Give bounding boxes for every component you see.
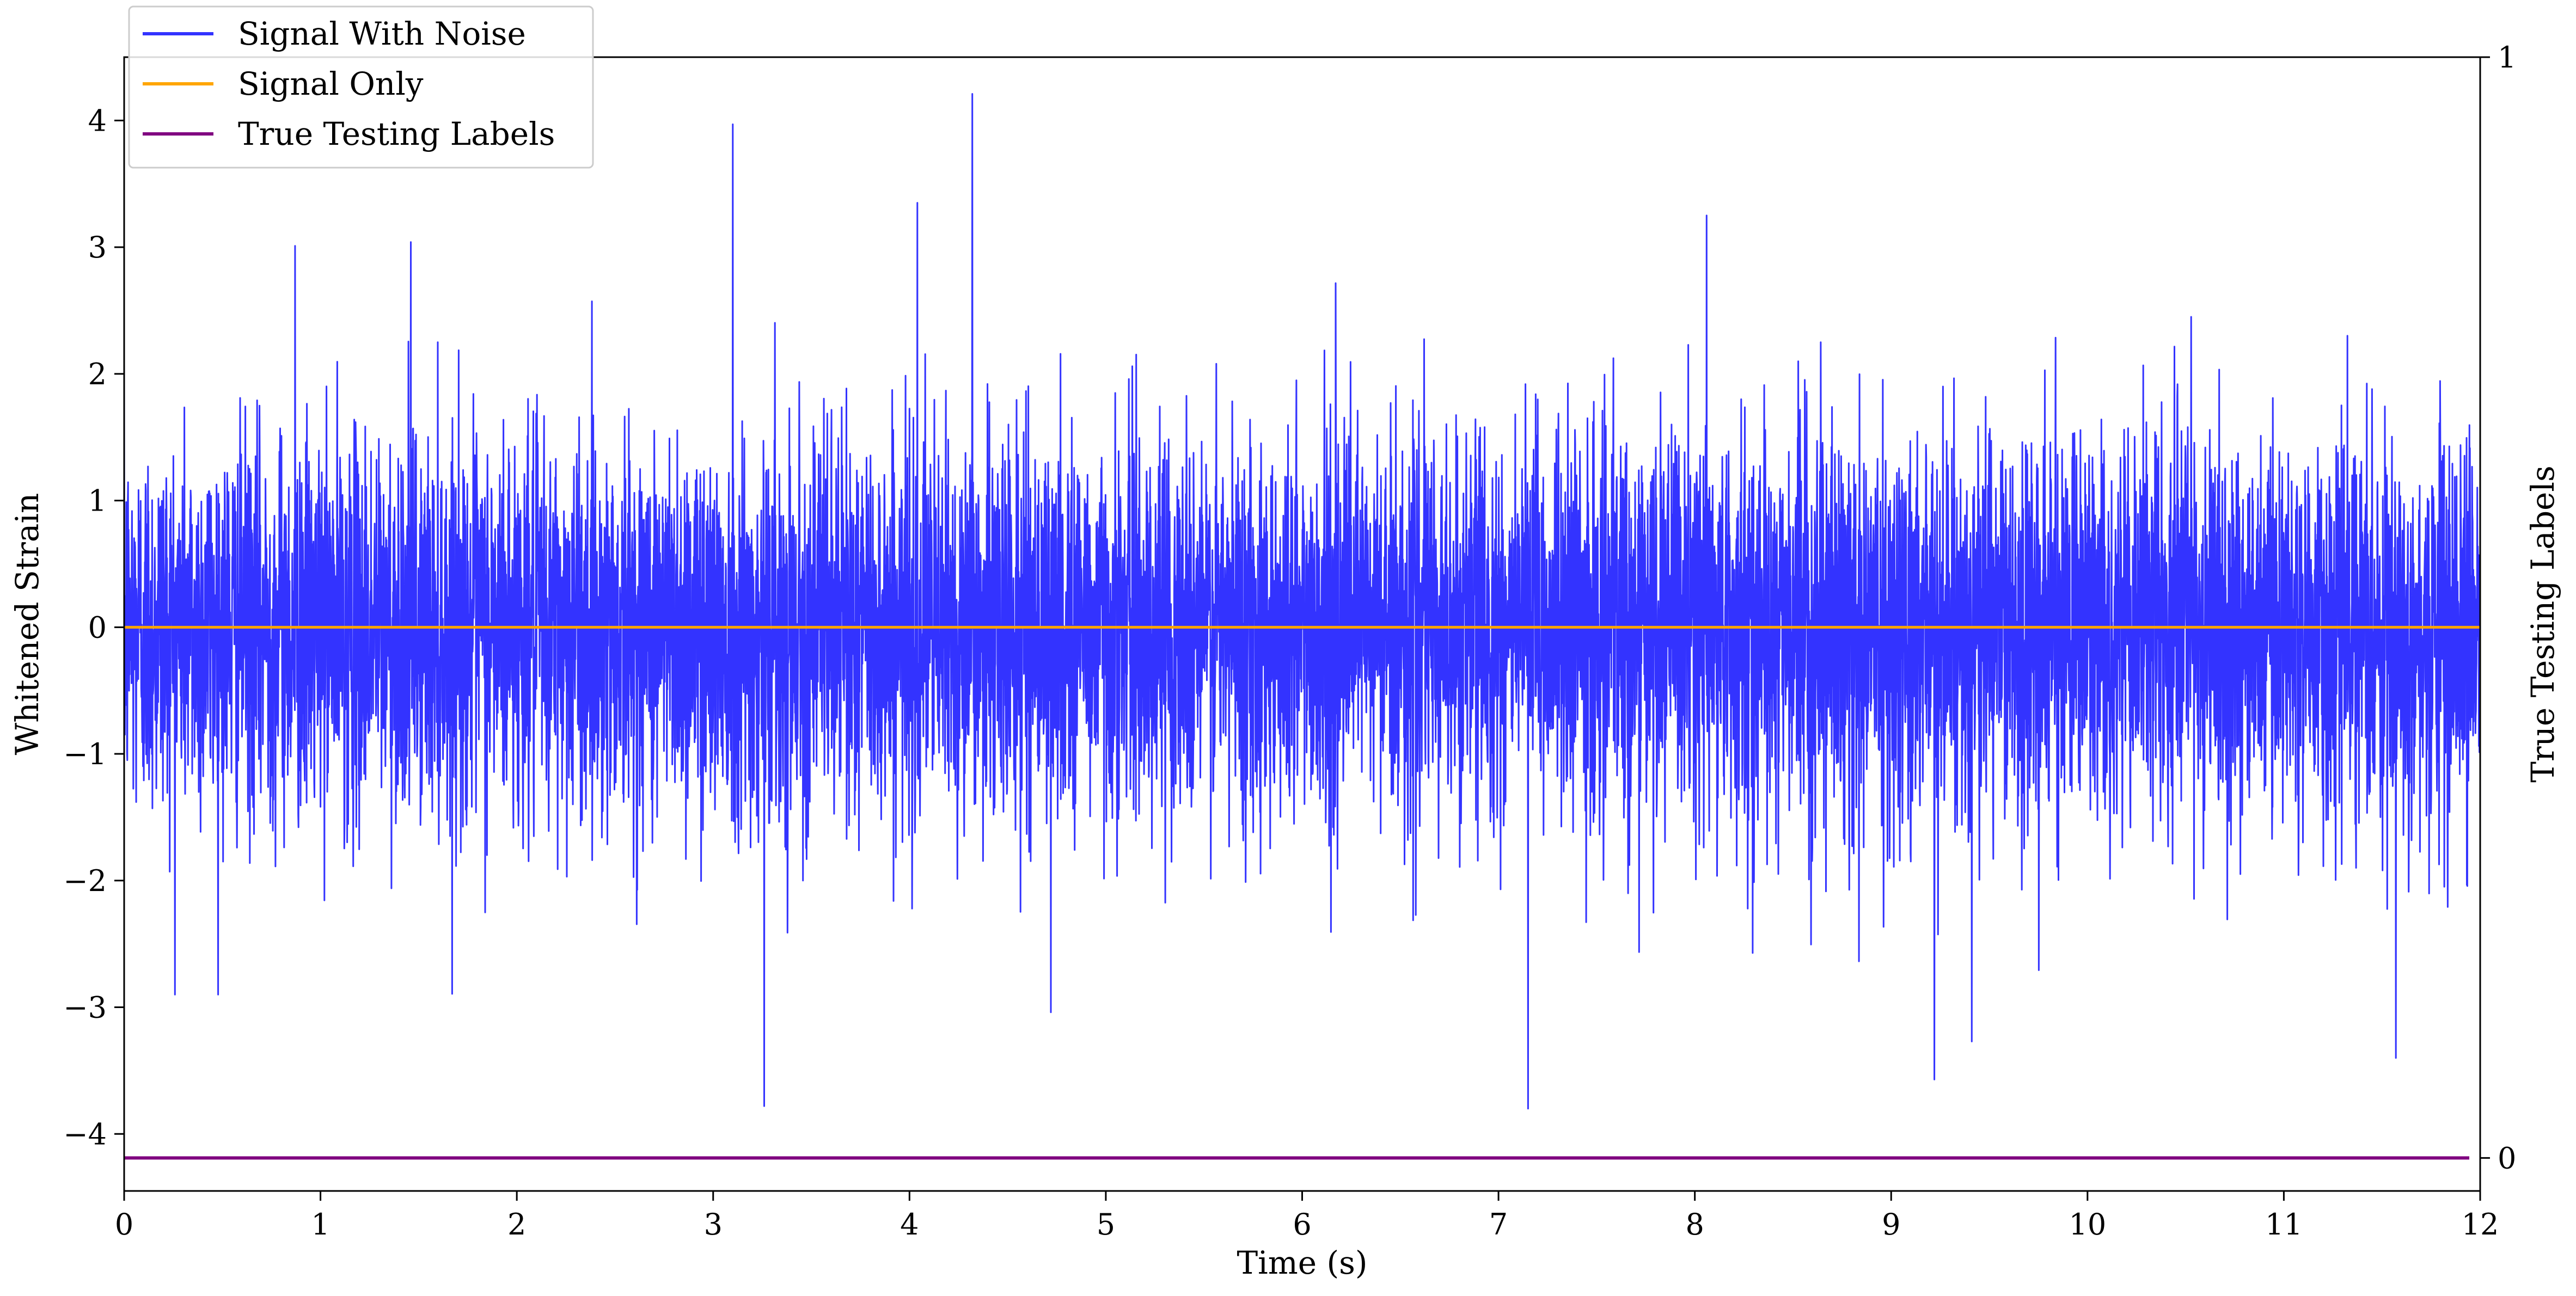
y-tick-label: 1 [88, 484, 107, 518]
x-tick-label: 9 [1882, 1207, 1900, 1242]
y-tick-label: 3 [88, 230, 107, 265]
x-tick-label: 12 [2462, 1207, 2499, 1242]
x-tick-label: 6 [1293, 1207, 1311, 1242]
x-axis-label: Time (s) [1237, 1244, 1367, 1281]
y-tick-label: −1 [63, 737, 107, 771]
legend-box [128, 5, 594, 169]
y-tick-label: 4 [88, 103, 107, 138]
legend-label: True Testing Labels [238, 115, 555, 152]
x-tick-label: 0 [115, 1207, 133, 1242]
legend-label: Signal With Noise [238, 15, 526, 52]
x-tick-label: 4 [900, 1207, 919, 1242]
y-tick-label: 2 [88, 357, 107, 391]
y-axis-right: 10 [2480, 40, 2516, 1175]
y-axis-left: 4 3 2 1 0 −1 −2 −3 −4 [63, 103, 124, 1151]
x-tick-label: 10 [2069, 1207, 2106, 1242]
y-right-tick-label: 1 [2498, 40, 2516, 75]
y-axis-right-label: True Testing Labels [2524, 465, 2561, 782]
x-tick-label: 5 [1097, 1207, 1115, 1242]
legend: Signal With Noise Signal Only True Testing… [128, 5, 594, 169]
legend-label: Signal Only [238, 65, 424, 102]
x-tick-label: 8 [1685, 1207, 1704, 1242]
y-tick-label: 0 [88, 610, 107, 644]
x-tick-label: 3 [704, 1207, 723, 1242]
x-axis: 0 1 2 3 4 5 6 7 8 9 10 11 12 [115, 1191, 2499, 1242]
y-tick-label: −2 [63, 864, 107, 898]
x-tick-label: 1 [311, 1207, 329, 1242]
y-right-tick-label: 0 [2498, 1141, 2516, 1175]
plot-area [123, 93, 2481, 1160]
y-tick-label: −4 [63, 1117, 107, 1151]
y-tick-label: −3 [63, 991, 107, 1025]
signal-with-noise-line [123, 93, 2481, 1110]
x-tick-label: 7 [1489, 1207, 1508, 1242]
x-tick-label: 2 [507, 1207, 526, 1242]
y-axis-label: Whitened Strain [9, 493, 46, 756]
x-tick-label: 11 [2265, 1207, 2303, 1242]
